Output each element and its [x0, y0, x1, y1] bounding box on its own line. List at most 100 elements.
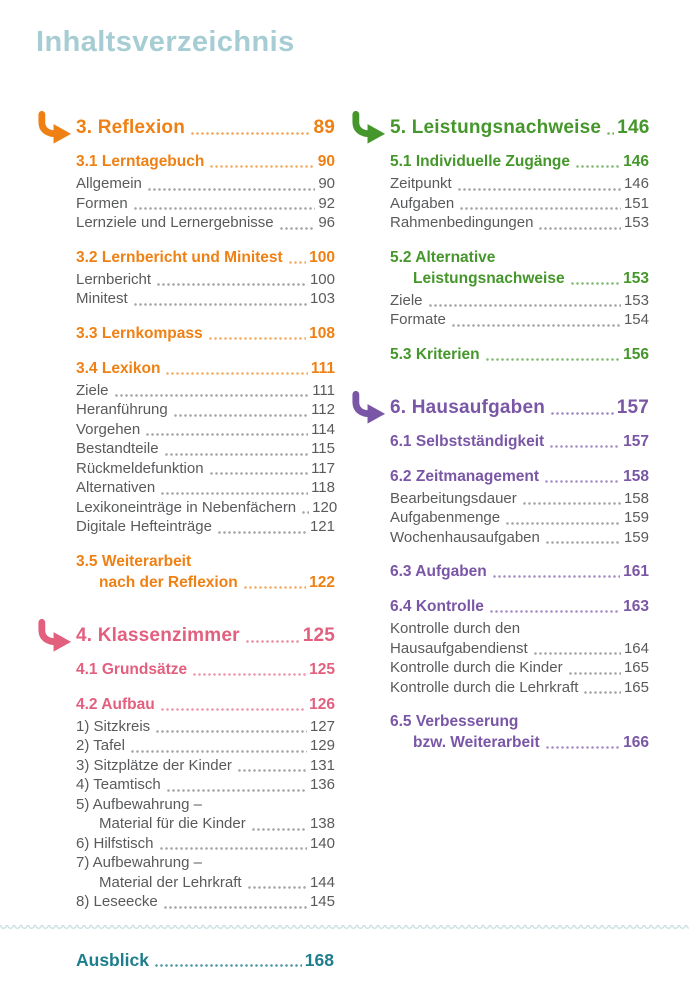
- page-number: 154: [623, 311, 649, 328]
- section-heading-row: 5.1 Individuelle Zugänge 146: [390, 151, 649, 172]
- toc-entry: 4) Teamtisch 136: [76, 775, 335, 795]
- dot-leader: [456, 187, 621, 191]
- dot-leader: [491, 575, 621, 578]
- page-number: 111: [310, 359, 335, 377]
- toc-group: 3.2 Lernbericht und Minitest 100 Lernberic…: [76, 247, 335, 309]
- dot-leader: [242, 585, 307, 589]
- page-number: 122: [309, 573, 335, 591]
- toc-items: Kontrolle durch den Hausaufgabendienst 164…: [390, 619, 649, 697]
- toc-entry: Lexikoneinträge in Nebenfächern 120: [76, 498, 338, 518]
- entry-label: Digitale Hefteinträge: [76, 518, 212, 535]
- toc-entry: Kontrolle durch die Lehrkraft 165: [390, 678, 649, 698]
- heading-label: 4.1 Grundsätze: [76, 660, 188, 678]
- entry-label: Material für die Kinder: [99, 815, 246, 832]
- page-number: 145: [309, 893, 335, 910]
- toc-group: 3.5 Weiterarbeit nach der Reflexion 122: [76, 551, 335, 593]
- dot-leader: [484, 357, 621, 361]
- toc-items: Bearbeitungsdauer 158 Aufgabenmenge 159 Woch…: [390, 489, 649, 548]
- entry-label: Heranführung: [76, 401, 168, 418]
- entry-label: Bestandteile: [76, 440, 159, 457]
- toc-items: Ziele 153 Formate 154: [390, 291, 649, 330]
- page-number: 100: [309, 248, 335, 266]
- dot-leader: [155, 730, 307, 733]
- toc-entry: Lernziele und Lernergebnisse 96: [76, 213, 335, 233]
- page-number: 96: [318, 214, 335, 231]
- dot-leader: [160, 491, 309, 495]
- dot-leader: [113, 394, 310, 397]
- chapter-block: 3. Reflexion 89 3.1 Lerntagebuch 90 Allgemei…: [36, 110, 338, 593]
- dot-leader: [459, 207, 621, 210]
- toc-entry: Rahmenbedingungen 153: [390, 213, 649, 233]
- dot-leader: [209, 165, 315, 168]
- chapter-block: 6. Hausaufgaben 157 6.1 Selbstständigkeit 1…: [350, 390, 649, 754]
- dot-leader: [129, 749, 307, 753]
- toc-entry: Heranführung 112: [76, 400, 335, 420]
- dot-leader: [575, 165, 621, 168]
- heading-label: 3. Reflexion: [76, 117, 186, 138]
- page-number: 112: [311, 401, 335, 418]
- toc-group: 6.5 Verbesserung bzw. Weiterarbeit 166: [390, 711, 649, 753]
- toc-entry: 5) Aufbewahrung –: [76, 795, 335, 815]
- entry-label: 6) Hilfstisch: [76, 834, 154, 852]
- toc-group: 6.2 Zeitmanagement 158 Bearbeitungsdauer 15…: [390, 466, 649, 548]
- page-number: 111: [312, 381, 335, 399]
- dot-leader: [301, 511, 310, 514]
- section-heading-row: 3.1 Lerntagebuch 90: [76, 151, 335, 172]
- toc-entry: 8) Leseecke 145: [76, 892, 335, 912]
- toc-entry: Ziele 153: [390, 291, 649, 311]
- page-number: 140: [309, 834, 335, 852]
- entry-label: 3) Sitzplätze der Kinder: [76, 756, 232, 774]
- heading-label: nach der Reflexion: [99, 573, 238, 591]
- dot-leader: [544, 541, 621, 544]
- entry-label: Vorgehen: [76, 420, 141, 438]
- toc-entry: Material für die Kinder 138: [99, 814, 335, 834]
- heading-label: 3.2 Lernbericht und Minitest: [76, 248, 283, 266]
- dot-leader: [156, 283, 307, 286]
- page-number: 120: [312, 498, 338, 516]
- toc-group: 3.4 Lexikon 111 Ziele 111 Heranführung 112 Vor…: [76, 358, 338, 537]
- entry-label: Wochenhausaufgaben: [390, 528, 540, 546]
- section-heading-row: 4.1 Grundsätze 125: [76, 659, 335, 680]
- dot-leader: [165, 788, 307, 792]
- dot-leader: [583, 691, 621, 694]
- section-heading-row: bzw. Weiterarbeit 166: [413, 732, 649, 753]
- entry-label: Aufgabenmenge: [390, 509, 501, 526]
- toc-group: 4.1 Grundsätze 125: [76, 659, 335, 680]
- toc-entry: Zeitpunkt 146: [390, 174, 649, 194]
- toc-entry: Material der Lehrkraft 144: [99, 873, 335, 893]
- heading-label: 5. Leistungsnachweise: [390, 117, 602, 138]
- toc-entry: Bestandteile 115: [76, 439, 335, 459]
- toc-entry: 3) Sitzplätze der Kinder 131: [76, 756, 335, 776]
- dot-leader: [567, 671, 621, 675]
- toc-entry: 2) Tafel 129: [76, 736, 335, 756]
- entry-label: 5) Aufbewahrung –: [76, 795, 202, 813]
- page-number: 127: [309, 717, 335, 735]
- entry-label: Lexikoneinträge in Nebenfächern: [76, 498, 297, 516]
- dot-leader: [606, 132, 615, 135]
- page-number: 168: [304, 950, 334, 970]
- section-heading-row: 3.2 Lernbericht und Minitest 100: [76, 247, 335, 268]
- dot-leader: [162, 905, 307, 909]
- curved-arrow-icon: [350, 390, 387, 424]
- heading-label: 6. Hausaufgaben: [390, 396, 546, 418]
- section-heading-row: 4.2 Aufbau 126: [76, 694, 335, 715]
- dot-leader: [146, 187, 316, 191]
- heading-label: 3.4 Lexikon: [76, 359, 161, 377]
- dot-leader: [450, 323, 621, 327]
- chapter-title-row: 3. Reflexion 89: [76, 115, 335, 140]
- toc-entry: 7) Aufbewahrung –: [76, 853, 335, 873]
- entry-label: Ziele: [76, 381, 109, 399]
- toc-group: 6.1 Selbstständigkeit 157: [390, 431, 649, 452]
- heading-label: 3.3 Lernkompass: [76, 324, 203, 342]
- dot-leader: [549, 444, 621, 448]
- toc-entry: Rückmeldefunktion 117: [76, 459, 335, 479]
- toc-group: 5.1 Individuelle Zugänge 146 Zeitpunkt 146 A…: [390, 151, 649, 233]
- heading-label: 5.1 Individuelle Zugänge: [390, 153, 571, 170]
- chapter-block: 4. Klassenzimmer 125 4.1 Grundsätze 125 4.2 …: [36, 618, 335, 912]
- page-number: 146: [623, 153, 649, 170]
- toc-items: 1) Sitzkreis 127 2) Tafel 129 3) Sitzplätze …: [76, 717, 335, 912]
- heading-label: 6.3 Aufgaben: [390, 563, 487, 580]
- toc-entry: Formen 92: [76, 194, 335, 214]
- page-number: 114: [311, 420, 335, 438]
